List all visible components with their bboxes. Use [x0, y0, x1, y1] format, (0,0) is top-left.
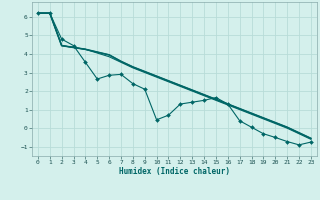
X-axis label: Humidex (Indice chaleur): Humidex (Indice chaleur) [119, 167, 230, 176]
